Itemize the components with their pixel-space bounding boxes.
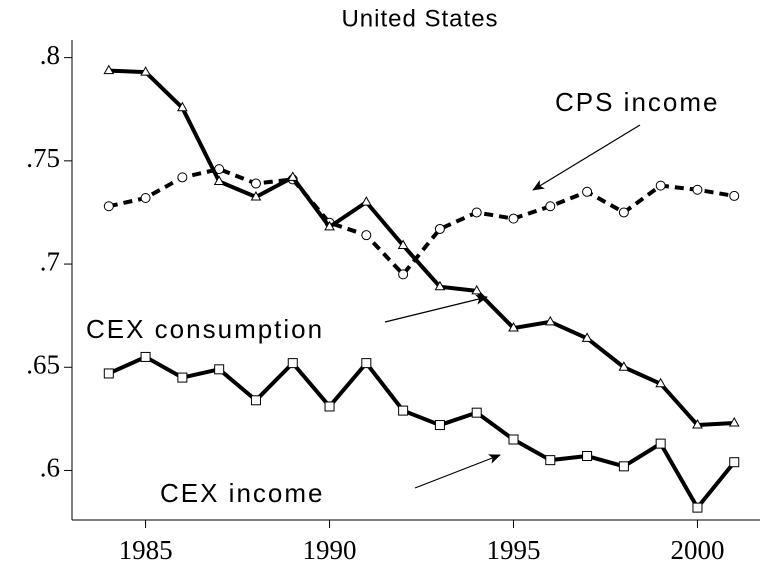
point — [655, 438, 666, 449]
point — [360, 196, 372, 206]
point — [177, 172, 188, 183]
x-tick-label: 2000 — [670, 535, 724, 565]
annotation: CEX consumption — [86, 314, 324, 344]
point — [582, 186, 593, 197]
point — [729, 457, 740, 468]
point — [692, 502, 703, 513]
chart-title: United States — [341, 5, 498, 32]
point — [250, 190, 262, 201]
point — [397, 239, 409, 249]
series-line — [107, 354, 736, 510]
annotation: CPS income — [555, 87, 720, 117]
point — [250, 395, 261, 406]
point — [508, 434, 519, 445]
point — [582, 451, 593, 462]
point — [471, 407, 482, 418]
point — [287, 171, 299, 181]
point — [103, 368, 114, 379]
point — [618, 361, 630, 371]
annotation-arrow — [414, 454, 501, 489]
y-tick-label: .75 — [26, 143, 60, 173]
point — [103, 64, 115, 75]
point — [434, 280, 446, 291]
x-tick-label: 1985 — [119, 535, 173, 565]
point — [471, 284, 483, 295]
point — [655, 180, 666, 191]
point — [618, 207, 629, 218]
x-tick-label: 1990 — [303, 535, 357, 565]
point — [361, 358, 372, 369]
x-tick-label: 1995 — [486, 535, 540, 565]
y-tick-label: .6 — [40, 453, 60, 483]
point — [250, 178, 261, 189]
point — [692, 419, 703, 429]
annotation-arrow — [384, 294, 488, 323]
point — [729, 190, 740, 201]
point — [177, 101, 188, 112]
point — [728, 416, 740, 427]
point — [324, 220, 335, 231]
point — [434, 420, 445, 431]
point — [177, 372, 188, 383]
series-line — [108, 167, 735, 277]
point — [692, 184, 703, 195]
point — [398, 269, 409, 280]
y-tick-label: .8 — [40, 40, 60, 70]
point — [213, 175, 225, 185]
point — [324, 401, 335, 412]
point — [581, 332, 593, 342]
annotation: CEX income — [160, 478, 325, 508]
point — [508, 213, 519, 224]
y-tick-label: .65 — [26, 349, 60, 379]
point — [103, 201, 114, 212]
point — [398, 405, 409, 416]
point — [545, 201, 556, 212]
point — [140, 351, 151, 362]
point — [214, 364, 225, 375]
point — [361, 230, 372, 241]
point — [287, 358, 298, 369]
annotation-arrow — [532, 124, 641, 191]
point — [655, 377, 667, 388]
point — [508, 322, 519, 332]
point — [471, 207, 482, 218]
y-tick-label: .7 — [40, 246, 60, 276]
point — [140, 193, 151, 203]
point — [544, 315, 556, 326]
point — [140, 66, 151, 76]
point — [618, 461, 629, 472]
point — [545, 455, 556, 466]
series-line — [108, 68, 735, 428]
point — [434, 223, 445, 234]
